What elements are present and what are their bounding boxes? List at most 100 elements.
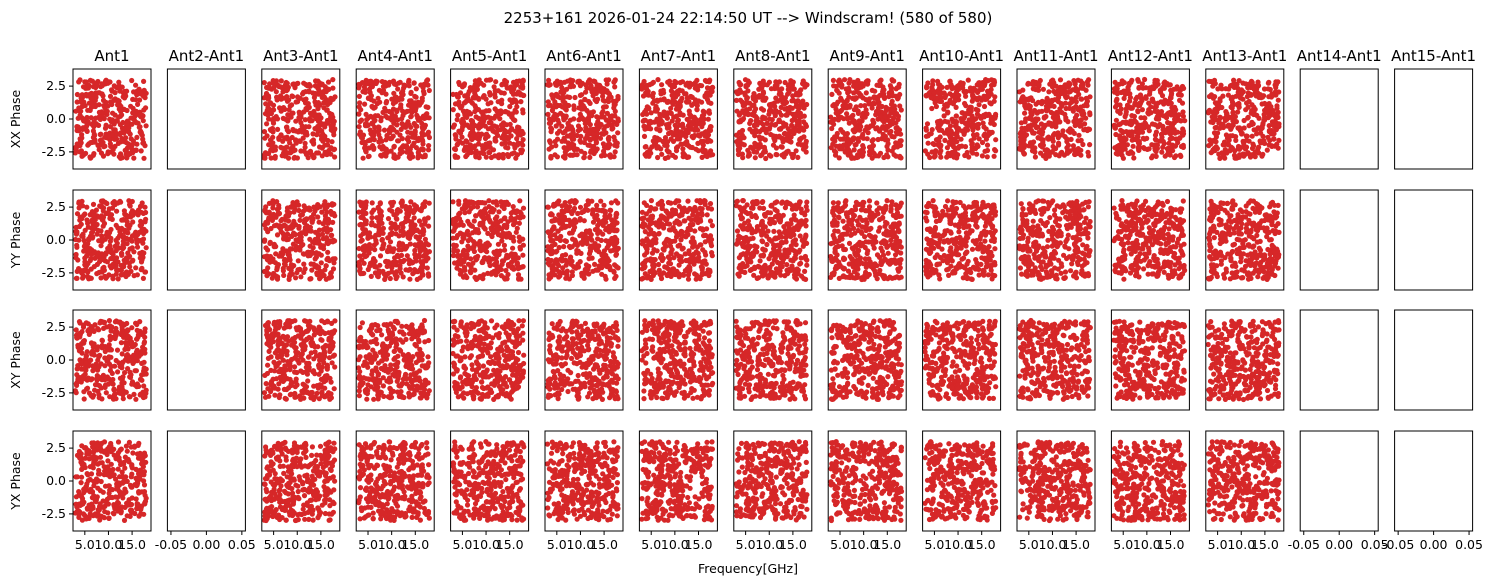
- data-point: [113, 325, 119, 332]
- data-point: [455, 154, 461, 160]
- data-point: [307, 148, 314, 154]
- data-point: [456, 222, 462, 228]
- data-point: [384, 378, 390, 384]
- data-point: [426, 87, 432, 94]
- data-point: [373, 78, 379, 84]
- data-point: [134, 348, 140, 354]
- data-point: [421, 203, 428, 209]
- data-point: [284, 205, 291, 211]
- data-point: [377, 455, 384, 461]
- row-label: YY Phase: [8, 211, 23, 269]
- data-point: [356, 124, 362, 130]
- x-tick-label: 0.05: [228, 537, 256, 552]
- data-point: [390, 223, 396, 230]
- data-point: [268, 479, 274, 485]
- data-point: [363, 218, 369, 224]
- data-point: [371, 396, 377, 402]
- data-point: [356, 262, 363, 268]
- data-point: [361, 260, 367, 266]
- data-point: [397, 79, 403, 85]
- data-point: [310, 368, 317, 374]
- data-point: [415, 328, 422, 334]
- x-axis-label: Frequency[GHz]: [698, 561, 798, 576]
- data-point: [393, 94, 399, 100]
- data-point: [459, 239, 465, 245]
- data-point: [475, 131, 481, 137]
- data-point: [494, 214, 500, 220]
- data-point: [114, 208, 120, 214]
- data-point: [403, 336, 409, 342]
- data-point: [282, 439, 288, 445]
- data-point: [465, 238, 471, 244]
- data-point: [402, 109, 409, 115]
- data-point: [263, 447, 269, 453]
- data-point: [110, 146, 116, 153]
- data-point: [391, 152, 397, 158]
- data-point: [265, 112, 271, 118]
- data-point: [80, 338, 87, 344]
- data-point: [74, 91, 80, 98]
- data-point: [332, 478, 338, 484]
- data-point: [363, 389, 369, 395]
- data-point: [98, 243, 104, 249]
- data-point: [512, 219, 519, 226]
- data-point: [415, 150, 421, 156]
- data-point: [105, 464, 111, 470]
- data-point: [331, 118, 337, 124]
- panel: [355, 309, 435, 411]
- data-point: [143, 245, 149, 251]
- data-point: [267, 100, 274, 106]
- data-point: [399, 149, 406, 155]
- data-point: [284, 87, 290, 93]
- data-point: [313, 102, 319, 108]
- data-point: [393, 336, 399, 342]
- data-point: [399, 510, 405, 516]
- data-point: [84, 217, 90, 223]
- data-point: [512, 128, 519, 134]
- data-point: [107, 323, 113, 329]
- data-point: [122, 88, 128, 95]
- data-point: [396, 242, 402, 249]
- data-point: [286, 137, 292, 143]
- data-point: [86, 331, 92, 337]
- data-point: [295, 94, 301, 100]
- data-point: [407, 324, 413, 330]
- data-point: [118, 199, 124, 205]
- data-point: [319, 393, 325, 399]
- data-point: [324, 362, 330, 368]
- data-point: [456, 81, 463, 88]
- data-point: [362, 89, 368, 95]
- data-point: [520, 77, 526, 83]
- data-point: [359, 139, 365, 146]
- data-point: [141, 365, 147, 371]
- data-point: [291, 218, 297, 224]
- data-point: [281, 470, 287, 476]
- data-point: [514, 104, 520, 110]
- data-point: [402, 355, 408, 361]
- data-point: [86, 448, 92, 454]
- data-point: [283, 321, 289, 327]
- data-point: [271, 486, 277, 492]
- data-point: [300, 381, 306, 387]
- data-point: [290, 200, 296, 206]
- data-point: [105, 501, 111, 507]
- data-point: [102, 143, 108, 149]
- data-point: [131, 89, 137, 95]
- data-point: [143, 216, 149, 222]
- data-point: [375, 379, 381, 385]
- data-point: [422, 510, 428, 516]
- data-point: [102, 509, 108, 515]
- data-point: [304, 83, 310, 89]
- x-tick-label: 5.0: [264, 537, 284, 552]
- data-point: [138, 223, 144, 229]
- data-point: [79, 216, 85, 222]
- data-point: [368, 245, 374, 251]
- data-point: [485, 230, 491, 236]
- data-point: [99, 338, 105, 344]
- data-point: [78, 454, 84, 461]
- data-point: [356, 375, 362, 381]
- data-point: [372, 223, 378, 229]
- data-point: [77, 149, 83, 155]
- data-point: [284, 124, 290, 130]
- data-point: [409, 362, 415, 368]
